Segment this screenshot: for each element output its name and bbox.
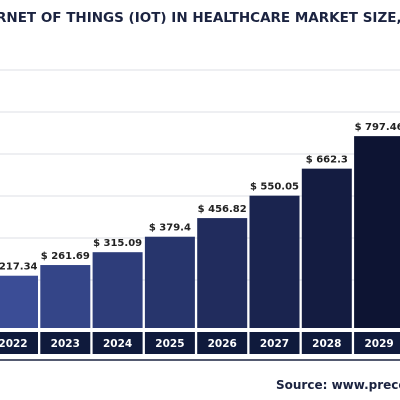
bar-2023: [40, 265, 91, 328]
category-label-2026: 2026: [208, 338, 237, 350]
bar-2029: [354, 136, 400, 328]
category-box-2027: [249, 332, 300, 354]
bar-2026: [197, 218, 248, 328]
bar-2024: [92, 252, 143, 328]
value-label-2024: $ 315.09: [93, 238, 142, 249]
source-note: Source: www.prece: [276, 378, 400, 392]
category-box-2024: [92, 332, 143, 354]
value-labels: $ 217.34$ 261.69$ 315.09$ 379.4$ 456.82$…: [0, 122, 400, 273]
value-label-2022: $ 217.34: [0, 262, 38, 273]
category-box-2022: [0, 332, 38, 354]
value-label-2028: $ 662.3: [306, 155, 348, 166]
category-box-2029: [354, 332, 400, 354]
bar-2022: [0, 275, 38, 328]
bars: [0, 136, 400, 328]
category-label-2022: 2022: [0, 338, 28, 350]
bar-2028: [301, 168, 352, 328]
value-label-2027: $ 550.05: [250, 182, 299, 193]
category-label-2024: 2024: [103, 338, 132, 350]
category-box-2023: [40, 332, 91, 354]
category-label-2028: 2028: [312, 338, 341, 350]
category-box-2028: [301, 332, 352, 354]
bar-2025: [144, 236, 195, 328]
category-label-2025: 2025: [155, 338, 184, 350]
category-label-2027: 2027: [260, 338, 289, 350]
chart-title: RNET OF THINGS (IOT) IN HEALTHCARE MARKE…: [0, 10, 400, 26]
category-box-2026: [197, 332, 248, 354]
bar-2027: [249, 195, 300, 328]
value-label-2025: $ 379.4: [149, 223, 191, 234]
value-label-2029: $ 797.46: [355, 122, 400, 133]
value-label-2023: $ 261.69: [41, 251, 90, 262]
category-box-2025: [144, 332, 195, 354]
value-label-2026: $ 456.82: [198, 204, 247, 215]
category-label-2029: 2029: [364, 338, 393, 350]
category-labels: 2022 2023 2024 2025 2026 2027 2028 2029: [0, 332, 400, 354]
category-label-2023: 2023: [51, 338, 80, 350]
